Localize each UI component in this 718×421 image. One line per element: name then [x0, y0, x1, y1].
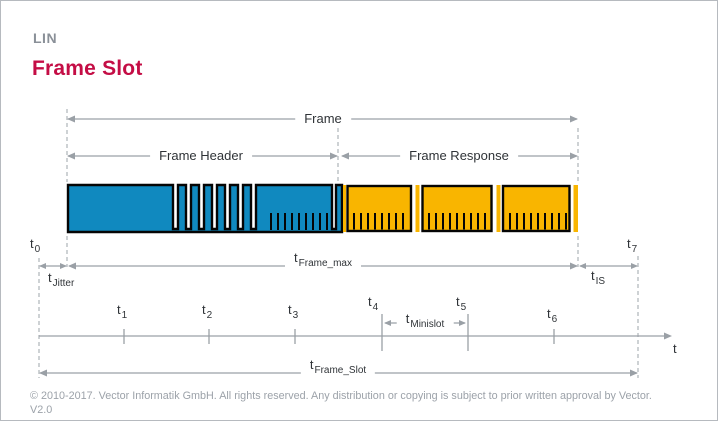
label-t-minislot-base: t	[405, 311, 410, 326]
label-t2-sub: 2	[206, 310, 213, 321]
jitter-span-arrow	[39, 263, 67, 269]
arrowhead-left	[68, 262, 76, 270]
label-t-is-base: t	[591, 268, 595, 283]
label-t7-sub: 7	[631, 244, 638, 255]
arrowhead-right	[459, 320, 466, 326]
response-bit-ticks-3	[509, 213, 567, 230]
header-bit-ticks	[270, 213, 328, 230]
arrowhead-right	[570, 115, 578, 123]
arrowhead-right	[570, 262, 578, 270]
label-t-minislot-sub: Minislot	[410, 319, 445, 330]
label-t1: t1	[117, 302, 127, 324]
label-t5-sub: 5	[460, 302, 467, 313]
response-gap-strip	[496, 185, 501, 232]
label-t7: t7	[627, 236, 637, 258]
label-t-is: tIS	[591, 268, 605, 290]
response-byte-block-1	[346, 184, 413, 233]
arrowhead-left	[579, 263, 586, 269]
series-title: LIN	[33, 30, 58, 46]
copyright-line: © 2010-2017. Vector Informatik GmbH. All…	[30, 390, 652, 402]
frame-response-waveform	[343, 184, 578, 233]
response-bit-ticks-1	[353, 213, 404, 230]
label-t0: t0	[30, 236, 40, 258]
label-t3: t3	[288, 302, 298, 324]
arrowhead-left	[39, 263, 46, 269]
header-signal-outline	[66, 183, 344, 234]
arrowhead-left	[67, 152, 75, 160]
label-t1-base: t	[117, 302, 121, 317]
label-t6: t6	[547, 306, 557, 328]
label-t-frame-max-sub: Frame_max	[298, 258, 352, 269]
arrowhead-left	[39, 369, 47, 377]
is-span-arrow	[579, 263, 638, 269]
version-line: V2.0	[30, 404, 53, 416]
boundary-dashed-lines	[38, 109, 639, 378]
label-t-frame-slot-base: t	[309, 357, 314, 372]
label-t4-base: t	[368, 294, 372, 309]
label-t-minislot: tMinislot	[396, 311, 454, 333]
time-axis-label: t	[673, 341, 677, 356]
response-gap-strip	[343, 185, 346, 232]
label-t-jitter-base: t	[48, 270, 52, 285]
response-gap-strip	[573, 185, 578, 232]
label-t-is-sub: IS	[595, 276, 606, 287]
label-t-frame-slot-sub: Frame_Slot	[314, 365, 367, 376]
arrowhead-right	[60, 263, 67, 269]
label-t0-base: t	[30, 236, 34, 251]
page-title: Frame Slot	[32, 57, 143, 80]
time-axis	[39, 314, 672, 351]
label-t5: t5	[456, 294, 466, 316]
label-t5-base: t	[456, 294, 460, 309]
arrowhead-right	[631, 263, 638, 269]
arrowhead-left	[384, 320, 391, 326]
arrowhead-left	[341, 152, 349, 160]
label-t-jitter: tJitter	[48, 270, 74, 292]
footer: © 2010-2017. Vector Informatik GmbH. All…	[30, 389, 652, 417]
frame-header-span-label: Frame Header	[150, 148, 252, 164]
frame-response-span-label: Frame Response	[400, 148, 518, 164]
label-t0-sub: 0	[34, 244, 41, 255]
label-t-jitter-sub: Jitter	[52, 278, 75, 289]
label-t7-base: t	[627, 236, 631, 251]
label-t6-sub: 6	[551, 314, 558, 325]
axis-arrowhead	[664, 332, 672, 340]
frame-header-waveform	[66, 183, 344, 234]
label-t-frame-slot: tFrame_Slot	[300, 357, 376, 379]
arrowhead-right	[330, 152, 338, 160]
label-t2: t2	[202, 302, 212, 324]
label-t1-sub: 1	[121, 310, 128, 321]
frame-span-label: Frame	[295, 111, 351, 127]
arrowhead-right	[570, 152, 578, 160]
response-gap-strip	[415, 185, 420, 232]
label-t4-sub: 4	[372, 302, 379, 313]
label-t3-base: t	[288, 302, 292, 317]
label-t-frame-max: tFrame_max	[285, 250, 361, 272]
label-t4: t4	[368, 294, 378, 316]
label-t3-sub: 3	[292, 310, 299, 321]
arrowhead-right	[630, 369, 638, 377]
response-byte-block-3	[501, 184, 571, 233]
label-t-frame-max-base: t	[294, 250, 298, 265]
arrowhead-left	[67, 115, 75, 123]
label-t6-base: t	[547, 306, 551, 321]
label-t2-base: t	[202, 302, 206, 317]
response-bit-ticks-2	[428, 213, 486, 230]
